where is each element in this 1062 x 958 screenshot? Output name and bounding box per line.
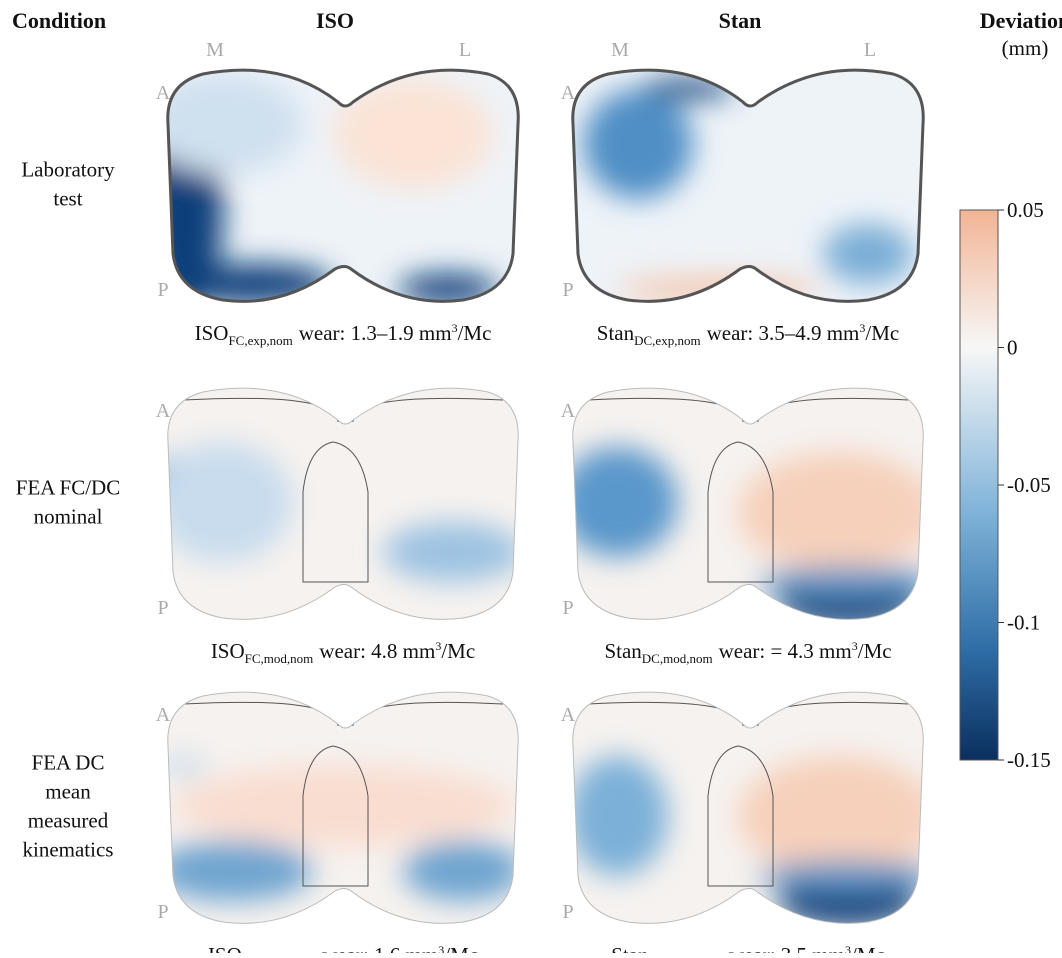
- map-fill: [568, 686, 938, 931]
- side-label: A: [561, 400, 576, 422]
- blob: [403, 841, 523, 901]
- caption-unit: /Mc: [865, 321, 899, 345]
- caption: StanDC,mod,measwear: 3.5 mm3/Mc: [611, 943, 885, 953]
- column-title: Stan: [719, 8, 762, 33]
- caption-name: Stan: [604, 639, 642, 663]
- condition-header: Condition: [12, 8, 106, 33]
- row-label: FEA DC: [32, 751, 105, 775]
- map-fill: [558, 382, 938, 627]
- map-fill: [153, 686, 523, 931]
- caption-text: wear: 3.5–4.9 mm: [707, 321, 860, 345]
- caption: ISODC,mod,measwear: 1.6 mm3/Mc: [208, 943, 478, 953]
- caption-unit: /Mc: [444, 943, 478, 953]
- caption-unit: /Mc: [858, 639, 892, 663]
- caption-name: ISO: [195, 321, 229, 345]
- colorbar-tick-label: 0: [1007, 336, 1018, 360]
- blob: [758, 861, 938, 891]
- insert-map: [558, 382, 938, 627]
- blob: [153, 442, 293, 562]
- row-label: test: [53, 187, 82, 211]
- deviation-header: Deviation: [980, 8, 1062, 33]
- top-label: M: [611, 39, 629, 61]
- top-label: L: [864, 39, 876, 61]
- figure: Condition Deviation (mm) ISO M L Stan M L Labo…: [0, 0, 1062, 953]
- caption-sub: DC,exp,nom: [634, 333, 700, 348]
- caption-sub: FC,exp,nom: [228, 333, 292, 348]
- blob: [643, 79, 733, 99]
- caption-unit: /Mc: [458, 321, 492, 345]
- caption-name: Stan: [597, 321, 635, 345]
- colorbar-tick-label: -0.1: [1007, 611, 1040, 635]
- row-label: kinematics: [23, 838, 114, 862]
- caption-text: wear: 3.5 mm: [729, 943, 845, 953]
- caption-sub: DC,mod,nom: [642, 651, 713, 666]
- row-label: measured: [28, 809, 109, 833]
- insert-map: [143, 64, 523, 314]
- side-label: A: [156, 82, 171, 104]
- blob: [823, 224, 913, 284]
- colorbar: [960, 210, 998, 760]
- side-label: P: [157, 597, 168, 619]
- caption-unit: /Mc: [851, 943, 885, 953]
- column-title: ISO: [316, 8, 354, 33]
- blob: [583, 89, 693, 199]
- row-label: mean: [45, 780, 91, 804]
- side-label: A: [156, 400, 171, 422]
- map-fill: [143, 382, 523, 627]
- insert-map: [568, 64, 928, 309]
- side-label: P: [562, 279, 573, 301]
- caption-sub: FC,mod,nom: [245, 651, 314, 666]
- row-label: FEA FC/DC: [16, 476, 120, 500]
- caption-unit: /Mc: [441, 639, 475, 663]
- row-label: nominal: [34, 505, 103, 529]
- blob: [173, 766, 513, 846]
- colorbar-tick-label: 0.05: [1007, 198, 1044, 222]
- map-fill: [568, 64, 928, 309]
- caption-text: wear: = 4.3 mm: [719, 639, 852, 663]
- row-label: Laboratory: [21, 158, 115, 182]
- caption-text: wear: 1.6 mm: [322, 943, 438, 953]
- side-label: A: [561, 704, 576, 726]
- colorbar-tick-label: -0.15: [1007, 748, 1051, 772]
- blob: [383, 522, 523, 582]
- caption-text: wear: 4.8 mm: [319, 639, 435, 663]
- insert-map: [568, 686, 938, 931]
- insert-map: [143, 382, 523, 627]
- caption-name: ISO: [211, 639, 245, 663]
- side-label: A: [561, 82, 576, 104]
- caption-text: wear: 1.3–1.9 mm: [299, 321, 452, 345]
- blob: [558, 447, 678, 557]
- top-label: L: [459, 39, 471, 61]
- blob: [333, 79, 493, 189]
- caption-name: Stan: [611, 943, 649, 953]
- side-label: A: [156, 704, 171, 726]
- side-label: P: [157, 279, 168, 301]
- top-label: M: [206, 39, 224, 61]
- blob: [738, 756, 938, 876]
- side-label: P: [157, 901, 168, 923]
- caption-name: ISO: [208, 943, 242, 953]
- deviation-unit: (mm): [1002, 36, 1049, 60]
- side-label: P: [562, 901, 573, 923]
- insert-map: [153, 686, 523, 931]
- side-label: P: [562, 597, 573, 619]
- blob: [568, 756, 668, 876]
- blob: [158, 758, 208, 774]
- colorbar-tick-label: -0.05: [1007, 473, 1051, 497]
- blob: [738, 452, 938, 572]
- map-fill: [143, 64, 523, 314]
